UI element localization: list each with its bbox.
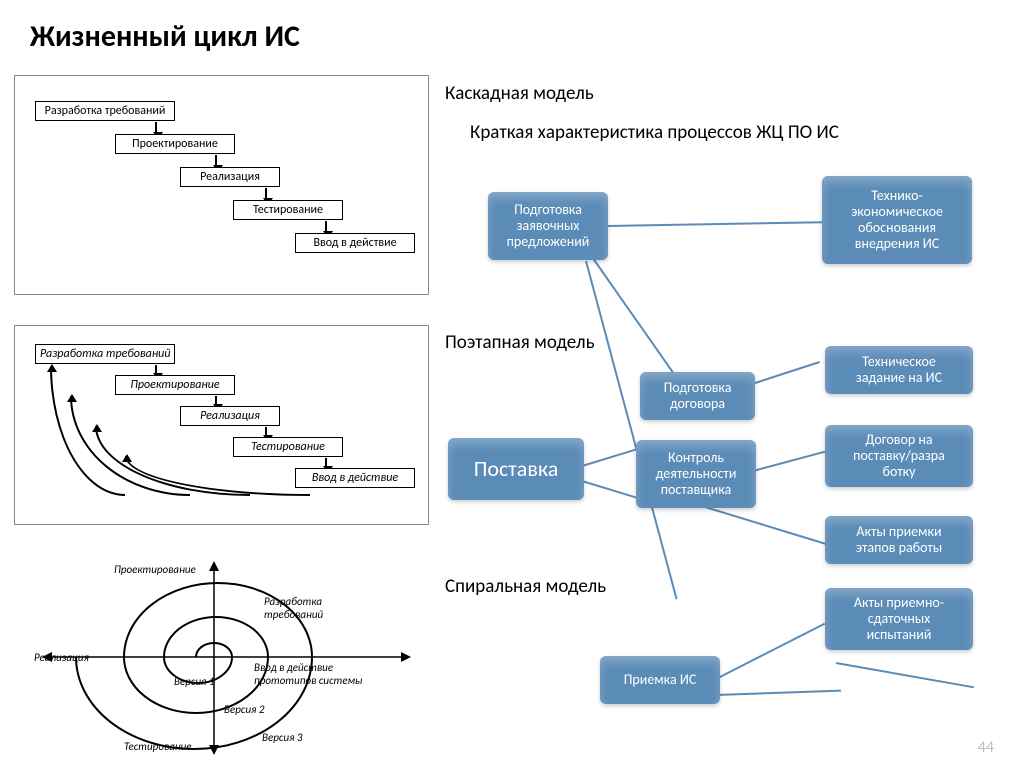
cascade-step: Тестирование — [233, 200, 343, 220]
cascade-step: Разработка требований — [35, 101, 175, 121]
connector-line — [582, 480, 638, 499]
node-supply: Поставка — [448, 438, 584, 500]
node-prep: Подготовка заявочных предложений — [488, 192, 608, 260]
node-tz: Техническое задание на ИС — [825, 346, 973, 394]
connector-line — [716, 623, 826, 680]
spiral-label: Проектирование — [114, 563, 196, 576]
label-spiral: Спиральная модель — [445, 575, 606, 598]
connector-line — [753, 451, 826, 472]
cascade-step: Ввод в действие — [295, 233, 415, 253]
spiral-label: Реализация — [34, 651, 89, 664]
connector-line — [582, 448, 638, 467]
connector-line — [716, 690, 841, 696]
spiral-label: Версия 2 — [224, 703, 264, 716]
staged-step: Проектирование — [115, 375, 235, 395]
node-teo: Технико- экономическое обоснования внедр… — [822, 176, 972, 264]
staged-step: Реализация — [180, 406, 280, 426]
page-number: 44 — [978, 738, 994, 757]
label-staged: Поэтапная модель — [445, 331, 595, 354]
node-contract-prep: Подготовка договора — [640, 372, 755, 420]
spiral-label: Тестирование — [124, 740, 192, 753]
node-contract: Договор на поставку/разра ботку — [825, 425, 973, 487]
cascade-step: Реализация — [180, 167, 280, 187]
node-supplier-control: Контроль деятельности поставщика — [636, 440, 756, 508]
node-accept-is: Приемка ИС — [600, 656, 720, 704]
cascade-step: Проектирование — [115, 134, 235, 154]
node-accept-acts: Акты приемки этапов работы — [825, 516, 973, 564]
spiral-label: Разработка требований — [264, 595, 323, 621]
staged-step: Ввод в действие — [295, 468, 415, 488]
staged-diagram: Разработка требований Проектирование Реа… — [14, 325, 429, 525]
slide-title: Жизненный цикл ИС — [30, 18, 300, 55]
spiral-label: Ввод в действие прототипов системы — [254, 661, 362, 687]
connector-line — [705, 506, 830, 546]
label-cascade: Каскадная модель — [445, 82, 594, 105]
staged-step: Разработка требований — [35, 344, 175, 364]
connector-line — [608, 221, 823, 227]
connector-line — [836, 662, 974, 688]
cascade-diagram: Разработка требований Проектирование Реа… — [14, 75, 429, 295]
spiral-label: Версия 3 — [262, 731, 302, 744]
node-accept-tests: Акты приемно- сдаточных испытаний — [825, 588, 973, 650]
spiral-diagram: Проектирование Разработка требований Реа… — [14, 555, 429, 760]
label-characteristics: Краткая характеристика процессов ЖЦ ПО И… — [470, 121, 839, 144]
spiral-label: Версия 1 — [174, 675, 214, 688]
